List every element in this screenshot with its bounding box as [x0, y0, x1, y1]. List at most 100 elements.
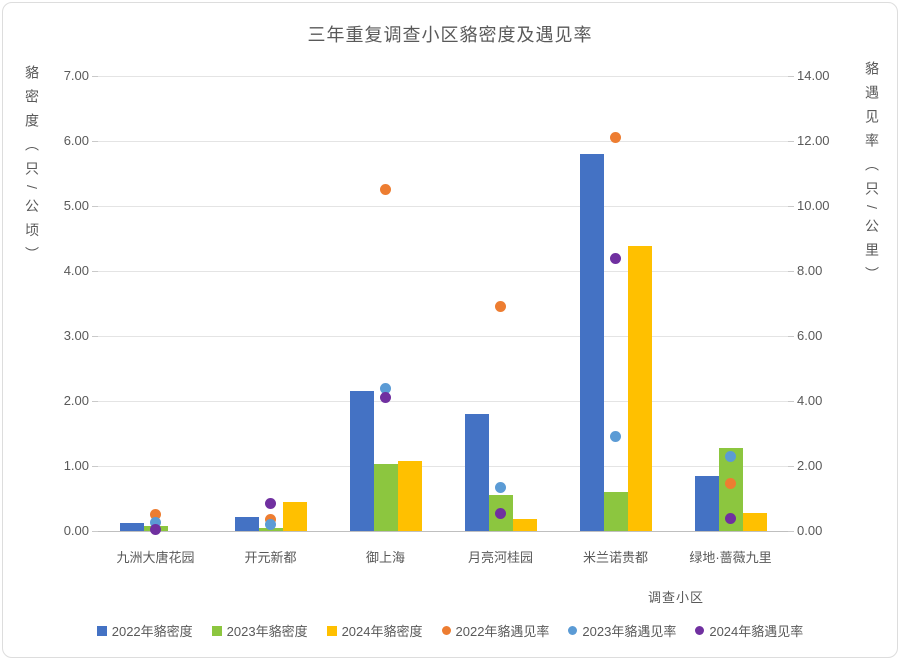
encounter-rate-dot	[265, 497, 276, 509]
right-axis-tick-label: 10.00	[797, 198, 830, 213]
right-axis-label: 貉遇见率（只/公里）	[864, 61, 880, 291]
left-axis-tick-label: 7.00	[63, 68, 89, 83]
left-axis-tick-label: 3.00	[63, 328, 89, 343]
density-bar	[349, 391, 374, 531]
left-axis-tick-label: 1.00	[63, 458, 89, 473]
right-axis-tick-mark	[788, 336, 794, 337]
right-axis-tick-label: 14.00	[797, 68, 830, 83]
gridline	[98, 206, 788, 207]
x-category-label: 米兰诺贵都	[582, 550, 648, 565]
density-bar	[512, 519, 537, 531]
left-axis-tick-mark	[92, 466, 98, 467]
density-bar	[234, 516, 259, 531]
right-axis-tick-mark	[788, 141, 794, 142]
legend-dot-swatch	[441, 626, 451, 635]
x-axis-title: 调查小区	[648, 590, 705, 605]
encounter-rate-dot	[150, 509, 161, 521]
density-bar	[694, 475, 719, 531]
density-bar	[282, 501, 307, 531]
left-axis-tick-label: 6.00	[63, 133, 89, 148]
plot-area	[98, 76, 788, 535]
encounter-rate-dot	[725, 512, 736, 524]
right-axis-tick-mark	[788, 206, 794, 207]
encounter-rate-dot	[610, 431, 621, 443]
encounter-rate-dot	[725, 478, 736, 490]
right-axis-tick-label: 2.00	[797, 458, 823, 473]
left-axis-tick-mark	[92, 401, 98, 402]
legend-dot-swatch	[568, 626, 578, 635]
left-axis-tick-mark	[92, 206, 98, 207]
left-axis-tick-label: 0.00	[63, 523, 89, 538]
right-axis-tick-mark	[788, 271, 794, 272]
density-bar	[464, 414, 489, 531]
left-axis-tick-label: 2.00	[63, 393, 89, 408]
encounter-rate-dot	[495, 481, 506, 493]
legend-item: 2023年貉密度	[211, 621, 308, 640]
right-axis-tick-mark	[788, 531, 794, 532]
density-bar	[627, 246, 652, 531]
legend-dot-swatch	[695, 626, 705, 635]
x-category-label: 开元新都	[244, 550, 297, 565]
left-axis-tick-mark	[92, 336, 98, 337]
legend-label: 2024年貉密度	[341, 624, 423, 639]
right-axis-tick-mark	[788, 466, 794, 467]
gridline	[98, 76, 788, 77]
density-bar	[603, 492, 628, 531]
legend-item: 2022年貉密度	[96, 621, 193, 640]
gridline	[98, 466, 788, 467]
x-category-label: 九洲大唐花园	[116, 550, 195, 565]
left-axis-tick-mark	[92, 531, 98, 532]
legend-label: 2023年貉遇见率	[582, 624, 677, 639]
legend-label: 2023年貉密度	[226, 624, 308, 639]
right-axis-tick-label: 0.00	[797, 523, 823, 538]
encounter-rate-dot	[610, 132, 621, 144]
right-axis-tick-label: 6.00	[797, 328, 823, 343]
density-bar	[373, 464, 398, 531]
legend-square-swatch	[211, 625, 222, 636]
encounter-rate-dot	[495, 507, 506, 519]
left-axis-tick-mark	[92, 271, 98, 272]
encounter-rate-dot	[265, 519, 276, 530]
encounter-rate-dot	[380, 382, 391, 394]
x-category-label: 绿地·蔷薇九里	[689, 550, 772, 565]
encounter-rate-dot	[725, 450, 736, 462]
right-axis-tick-label: 12.00	[797, 133, 830, 148]
density-bar	[397, 461, 422, 531]
legend-item: 2023年貉遇见率	[568, 621, 676, 640]
chart-title: 三年重复调查小区貉密度及遇见率	[307, 25, 593, 45]
right-axis-tick-label: 8.00	[797, 263, 823, 278]
encounter-rate-dot	[610, 252, 621, 264]
x-category-label: 御上海	[365, 550, 405, 565]
encounter-rate-dot	[150, 517, 161, 529]
encounter-rate-dot	[495, 301, 506, 313]
right-axis-tick-label: 4.00	[797, 393, 823, 408]
left-axis-tick-mark	[92, 76, 98, 77]
right-axis-tick-mark	[788, 401, 794, 402]
legend-label: 2022年貉密度	[111, 624, 193, 639]
gridline	[98, 141, 788, 142]
encounter-rate-dot	[150, 523, 161, 535]
left-axis-tick-label: 4.00	[63, 263, 89, 278]
encounter-rate-dot	[380, 184, 391, 196]
legend: 2022年貉密度 2023年貉密度 2024年貉密度 2022年貉遇见率 2023年貉遇…	[3, 621, 897, 640]
left-axis-label: 貉密度（只/公顷）	[24, 65, 40, 271]
x-category-label: 月亮河桂园	[467, 550, 533, 565]
legend-label: 2024年貉遇见率	[709, 624, 804, 639]
legend-item: 2022年貉遇见率	[441, 621, 550, 640]
density-bar	[742, 513, 767, 531]
legend-item: 2024年貉遇见率	[695, 621, 803, 640]
right-axis-tick-mark	[788, 76, 794, 77]
legend-square-swatch	[96, 625, 107, 636]
encounter-rate-dot	[380, 392, 391, 404]
legend-label: 2022年貉遇见率	[455, 624, 550, 639]
density-bar	[119, 522, 144, 531]
gridline	[98, 401, 788, 402]
left-axis-tick-mark	[92, 141, 98, 142]
legend-square-swatch	[326, 625, 337, 636]
gridline	[98, 271, 788, 272]
left-axis-tick-label: 5.00	[63, 198, 89, 213]
density-bar	[579, 154, 604, 531]
legend-item: 2024年貉密度	[326, 621, 423, 640]
gridline	[98, 336, 788, 337]
